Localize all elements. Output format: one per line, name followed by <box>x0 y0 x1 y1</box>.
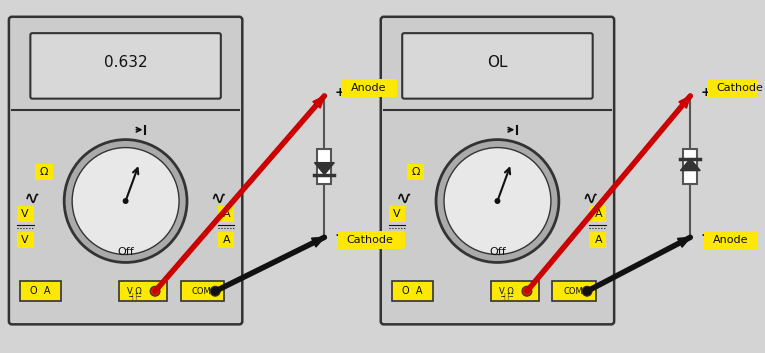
Polygon shape <box>313 96 324 108</box>
Bar <box>35 164 53 180</box>
Text: V: V <box>21 209 28 220</box>
Circle shape <box>210 286 220 296</box>
FancyBboxPatch shape <box>31 33 221 98</box>
Bar <box>389 232 405 248</box>
Circle shape <box>122 198 129 204</box>
Text: Cathode: Cathode <box>716 83 763 93</box>
Bar <box>217 232 234 248</box>
Polygon shape <box>680 159 700 170</box>
Text: A: A <box>223 235 230 245</box>
Text: V: V <box>392 209 400 220</box>
Bar <box>119 281 167 301</box>
Polygon shape <box>314 163 334 174</box>
Text: A: A <box>594 235 602 245</box>
Bar <box>342 79 396 97</box>
Text: V: V <box>392 235 400 245</box>
FancyBboxPatch shape <box>9 17 243 324</box>
Bar <box>20 281 61 301</box>
Bar <box>389 207 405 222</box>
Text: O  A: O A <box>31 286 50 296</box>
Text: 0.632: 0.632 <box>104 55 148 70</box>
Bar <box>552 281 596 301</box>
Bar <box>704 231 759 249</box>
Text: +: + <box>700 86 711 100</box>
Text: Off: Off <box>117 247 134 257</box>
Bar <box>683 149 697 184</box>
Circle shape <box>150 286 160 296</box>
Text: ─┤├─: ─┤├─ <box>500 293 513 300</box>
Circle shape <box>494 198 500 204</box>
Polygon shape <box>311 237 324 247</box>
Polygon shape <box>679 96 690 108</box>
Circle shape <box>522 286 532 296</box>
Text: V: V <box>21 235 28 245</box>
Text: −: − <box>334 228 347 243</box>
Text: O  A: O A <box>402 286 422 296</box>
Text: A: A <box>223 209 230 220</box>
Bar <box>181 281 224 301</box>
Bar <box>17 207 34 222</box>
FancyBboxPatch shape <box>381 17 614 324</box>
Text: A: A <box>594 209 602 220</box>
Text: Cathode: Cathode <box>347 235 393 245</box>
Bar <box>491 281 539 301</box>
Text: COM: COM <box>191 287 211 296</box>
Text: Ω: Ω <box>40 167 48 176</box>
Text: Off: Off <box>489 247 506 257</box>
Text: V Ω: V Ω <box>499 287 513 296</box>
Circle shape <box>64 140 187 262</box>
Bar <box>338 231 402 249</box>
Bar <box>217 207 234 222</box>
Text: OL: OL <box>487 55 508 70</box>
Text: Ω: Ω <box>412 167 420 176</box>
Bar <box>392 281 433 301</box>
Bar <box>317 149 331 184</box>
Text: V Ω: V Ω <box>127 287 142 296</box>
Circle shape <box>436 140 559 262</box>
Text: ─┤├─: ─┤├─ <box>128 293 141 300</box>
Polygon shape <box>678 237 690 247</box>
Text: COM: COM <box>563 287 583 296</box>
Text: +: + <box>334 86 345 100</box>
Bar <box>589 207 606 222</box>
Text: −: − <box>700 228 713 243</box>
Bar <box>407 164 425 180</box>
Circle shape <box>582 286 592 296</box>
Circle shape <box>444 148 551 255</box>
Circle shape <box>72 148 179 255</box>
Text: Anode: Anode <box>713 235 749 245</box>
Text: Anode: Anode <box>351 83 386 93</box>
FancyBboxPatch shape <box>402 33 593 98</box>
Bar <box>708 79 765 97</box>
Bar <box>17 232 34 248</box>
Bar <box>589 232 606 248</box>
